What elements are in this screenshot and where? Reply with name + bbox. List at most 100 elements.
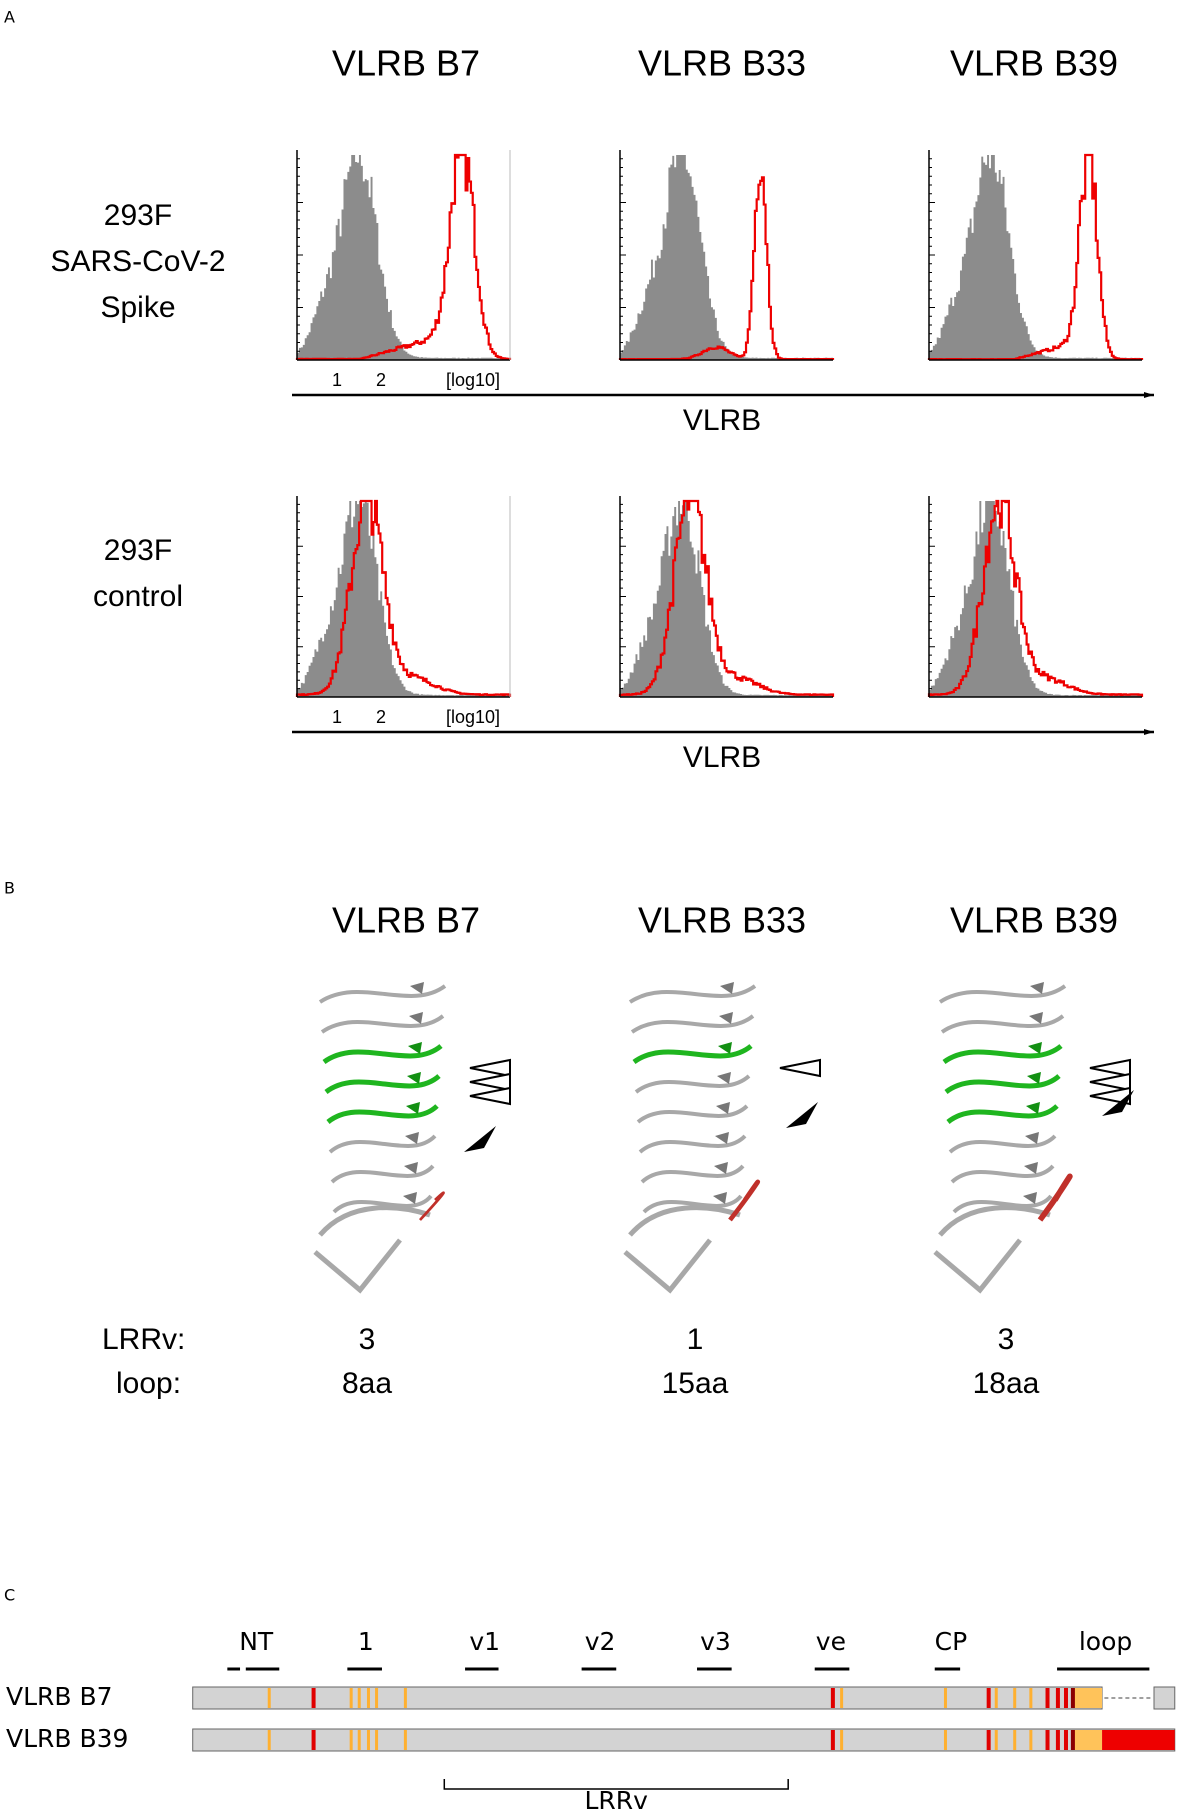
contact-residue	[1070, 1688, 1075, 1708]
row-label: 293F	[104, 534, 172, 567]
histogram-vlrb	[295, 499, 512, 697]
histogram-control	[929, 501, 1142, 697]
lrr-variable	[944, 1074, 1061, 1095]
sequence-name: VLRB B39	[6, 1724, 128, 1753]
contact-residue	[1063, 1688, 1068, 1708]
column-title: VLRB B33	[638, 43, 806, 84]
variable-residue	[349, 1688, 353, 1708]
histogram-control	[620, 501, 833, 697]
panel-label: C	[4, 1586, 15, 1605]
beta-strand	[720, 982, 734, 994]
axis-label: VLRB	[683, 741, 761, 774]
lrr-module	[642, 1194, 743, 1214]
variable-residue	[943, 1688, 947, 1708]
contact-residue	[1070, 1730, 1075, 1750]
c-terminal-cap	[933, 1205, 1051, 1294]
loop-length: 18aa	[973, 1367, 1040, 1400]
variable-residue	[994, 1730, 998, 1750]
c-terminal-cap	[313, 1205, 431, 1294]
histogram-vlrb	[927, 499, 1144, 697]
lrr-variable	[326, 1104, 439, 1125]
contact-residue	[1063, 1730, 1068, 1750]
sequence-bar	[1153, 1686, 1176, 1710]
open-arrowhead	[469, 1072, 511, 1092]
lrr-module	[640, 1164, 745, 1184]
lrr-variable	[942, 1043, 1063, 1065]
open-arrowhead	[1089, 1072, 1131, 1092]
lrr-variable	[324, 1074, 441, 1095]
filled-arrowhead	[786, 1102, 818, 1128]
open-arrowhead	[779, 1058, 821, 1078]
row-label: loop:	[116, 1367, 181, 1400]
variable-residue	[366, 1730, 370, 1750]
histogram-control	[297, 155, 510, 360]
x-tick-label: 1	[332, 370, 342, 390]
sequence-bar	[192, 1686, 1103, 1710]
row-label: control	[93, 580, 183, 613]
row-label: LRRv:	[102, 1323, 185, 1356]
lrr-module	[628, 984, 757, 1004]
lrr-module	[938, 984, 1067, 1004]
open-arrowhead	[1089, 1058, 1131, 1078]
row-label: SARS-CoV-2	[50, 245, 225, 278]
beta-strand	[719, 1012, 733, 1024]
panel-label: A	[4, 8, 15, 27]
lrr-module	[630, 1014, 755, 1034]
variable-residue	[267, 1688, 271, 1708]
loop-length: 8aa	[342, 1367, 392, 1400]
histogram-vlrb	[927, 153, 1144, 361]
variable-residue	[1029, 1688, 1033, 1708]
beta-strand	[410, 982, 424, 994]
row-label: 293F	[104, 199, 172, 232]
histogram-vlrb	[295, 153, 512, 361]
histogram-control	[929, 155, 1142, 360]
row-label: Spike	[100, 291, 175, 324]
lrr-module	[318, 984, 447, 1004]
lrr-module	[948, 1134, 1057, 1154]
variable-residue	[366, 1688, 370, 1708]
lrrv-count: 3	[359, 1323, 376, 1356]
beta-strand	[405, 1132, 419, 1144]
column-title: VLRB B7	[332, 43, 480, 84]
beta-strand	[407, 1072, 421, 1084]
x-tick-label: 2	[376, 370, 386, 390]
beta-strand	[404, 1162, 418, 1174]
region-label: ve	[816, 1627, 846, 1656]
protein-structure	[623, 982, 821, 1294]
variable-residue	[1013, 1730, 1017, 1750]
variable-residue	[357, 1688, 361, 1708]
loop-region	[1073, 1688, 1103, 1708]
open-arrowhead	[469, 1058, 511, 1078]
beta-strand	[406, 1102, 420, 1114]
variable-residue	[994, 1688, 998, 1708]
bracket	[443, 1779, 789, 1790]
filled-arrowhead	[464, 1126, 496, 1152]
panel-label: B	[4, 879, 15, 898]
lrr-module	[634, 1074, 751, 1094]
column-title: VLRB B39	[950, 43, 1118, 84]
beta-strand	[717, 1072, 731, 1084]
variable-residue	[1013, 1688, 1017, 1708]
beta-strand	[1023, 1192, 1037, 1204]
x-tick-label: [log10]	[446, 707, 500, 727]
beta-strand	[714, 1162, 728, 1174]
c-terminal-cap	[623, 1205, 741, 1294]
beta-strand	[1029, 1012, 1043, 1024]
beta-strand	[718, 1042, 732, 1054]
contact-residue	[1045, 1730, 1050, 1750]
lrrv-count: 1	[687, 1323, 704, 1356]
region-label: v1	[469, 1627, 500, 1656]
column-title: VLRB B7	[332, 900, 480, 941]
beta-strand	[1027, 1072, 1041, 1084]
beta-strand	[1028, 1042, 1042, 1054]
region-label: 1	[358, 1627, 374, 1656]
lrr-module	[638, 1134, 747, 1154]
lrr-module	[952, 1194, 1053, 1214]
contact-residue	[986, 1688, 991, 1708]
contact-residue	[1045, 1688, 1050, 1708]
contact-residue	[830, 1730, 835, 1750]
beta-strand	[1025, 1132, 1039, 1144]
variable-residue	[375, 1730, 379, 1750]
variable-residue	[403, 1688, 407, 1708]
